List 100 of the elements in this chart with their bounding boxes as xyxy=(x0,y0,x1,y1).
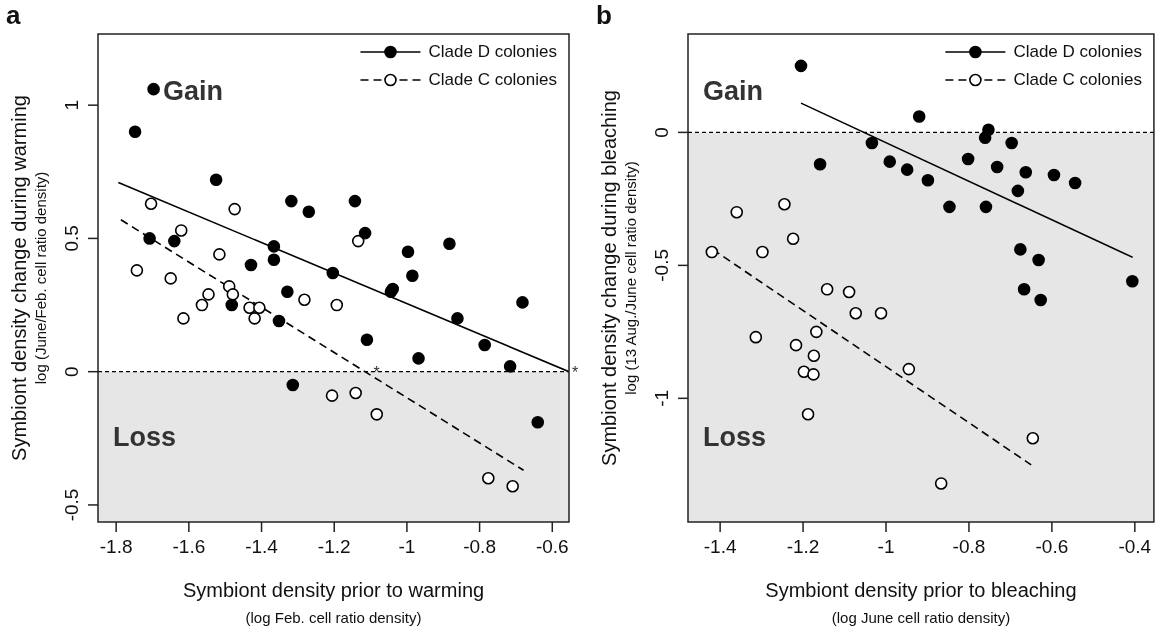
point xyxy=(128,125,142,139)
point xyxy=(807,349,821,363)
point xyxy=(531,416,545,429)
point xyxy=(174,224,188,237)
point xyxy=(807,368,820,381)
point xyxy=(144,197,158,211)
y-tick-label: 1 xyxy=(60,99,82,111)
y-tick-label: 0 xyxy=(650,127,672,138)
y-tick-label: -0.5 xyxy=(60,488,82,522)
point xyxy=(934,477,948,490)
point xyxy=(226,288,240,301)
x-tick-label: -0.8 xyxy=(463,535,496,557)
point xyxy=(516,296,529,309)
annotation: Loss xyxy=(113,422,177,453)
point xyxy=(272,314,286,328)
annotation: * xyxy=(373,363,380,381)
point xyxy=(813,158,827,171)
legend-label: Clade C colonies xyxy=(428,69,557,89)
point xyxy=(801,407,815,421)
point xyxy=(978,131,992,145)
x-tick-label: -1 xyxy=(398,535,416,557)
point xyxy=(370,408,384,421)
point xyxy=(147,82,160,96)
point xyxy=(820,283,834,296)
point xyxy=(225,298,239,312)
point xyxy=(1026,431,1040,445)
point xyxy=(1014,243,1027,256)
chart-title: b xyxy=(596,0,612,31)
legend-label: Clade C colonies xyxy=(1013,69,1142,89)
point xyxy=(443,237,456,251)
point xyxy=(130,264,144,277)
point xyxy=(503,360,517,373)
point xyxy=(756,245,769,259)
point xyxy=(348,194,362,208)
y-tick-label: 0 xyxy=(60,366,82,377)
x-axis-title: Symbiont density prior to bleaching (log June cell ratio density) xyxy=(765,578,1077,627)
x-tick-label: -0.6 xyxy=(535,535,569,557)
point xyxy=(943,200,956,214)
point xyxy=(209,173,223,187)
point xyxy=(1068,176,1082,190)
point xyxy=(849,306,863,320)
point xyxy=(842,285,856,299)
point xyxy=(168,234,181,248)
point xyxy=(412,352,425,365)
point xyxy=(900,163,914,176)
point xyxy=(330,298,344,312)
annotation: * xyxy=(572,363,579,381)
point xyxy=(298,293,311,307)
point xyxy=(1019,165,1033,179)
point xyxy=(267,240,281,253)
y-axis-title: Symbiont density change during bleaching log (13 Aug./June cell ratio density) xyxy=(597,90,640,466)
point xyxy=(912,110,926,123)
x-tick-label: -0.6 xyxy=(1035,535,1069,557)
point xyxy=(478,338,491,352)
x-tick-label: -1.2 xyxy=(786,535,820,557)
point xyxy=(164,272,177,285)
point xyxy=(248,312,261,325)
point xyxy=(1017,283,1031,296)
point xyxy=(360,333,374,346)
point xyxy=(730,205,744,219)
point xyxy=(302,205,316,219)
point xyxy=(285,194,298,208)
point xyxy=(358,226,372,240)
point xyxy=(143,232,156,245)
point xyxy=(874,306,888,320)
point xyxy=(789,338,803,352)
point xyxy=(979,200,993,214)
point xyxy=(506,479,519,493)
point xyxy=(1011,184,1025,198)
x-tick-label: -1.8 xyxy=(99,535,133,557)
y-tick-label: -1 xyxy=(650,389,672,407)
legend-label: Clade D colonies xyxy=(1013,41,1142,61)
annotation: Gain xyxy=(703,76,764,107)
point xyxy=(202,288,215,301)
annotation: Loss xyxy=(703,422,767,453)
point xyxy=(325,389,339,402)
point xyxy=(1126,275,1139,288)
point xyxy=(1005,136,1018,150)
x-tick-label: -1.4 xyxy=(703,535,737,557)
point xyxy=(451,312,464,325)
point xyxy=(778,197,791,211)
point xyxy=(1034,293,1047,307)
point xyxy=(228,202,241,216)
legend-label: Clade D colonies xyxy=(428,41,557,61)
point xyxy=(749,330,763,344)
point xyxy=(213,248,226,261)
point xyxy=(990,160,1004,174)
point xyxy=(794,59,808,73)
point xyxy=(883,155,897,168)
point xyxy=(810,325,823,339)
x-tick-label: -1.2 xyxy=(317,535,351,557)
point xyxy=(177,312,190,325)
x-tick-label: -1.4 xyxy=(245,535,279,557)
point xyxy=(286,378,300,392)
point xyxy=(921,173,935,187)
x-tick-label: -1.6 xyxy=(172,535,206,557)
chart-title: a xyxy=(6,0,21,31)
point xyxy=(482,471,495,485)
x-tick-label: -0.8 xyxy=(952,535,986,557)
point xyxy=(902,362,916,376)
